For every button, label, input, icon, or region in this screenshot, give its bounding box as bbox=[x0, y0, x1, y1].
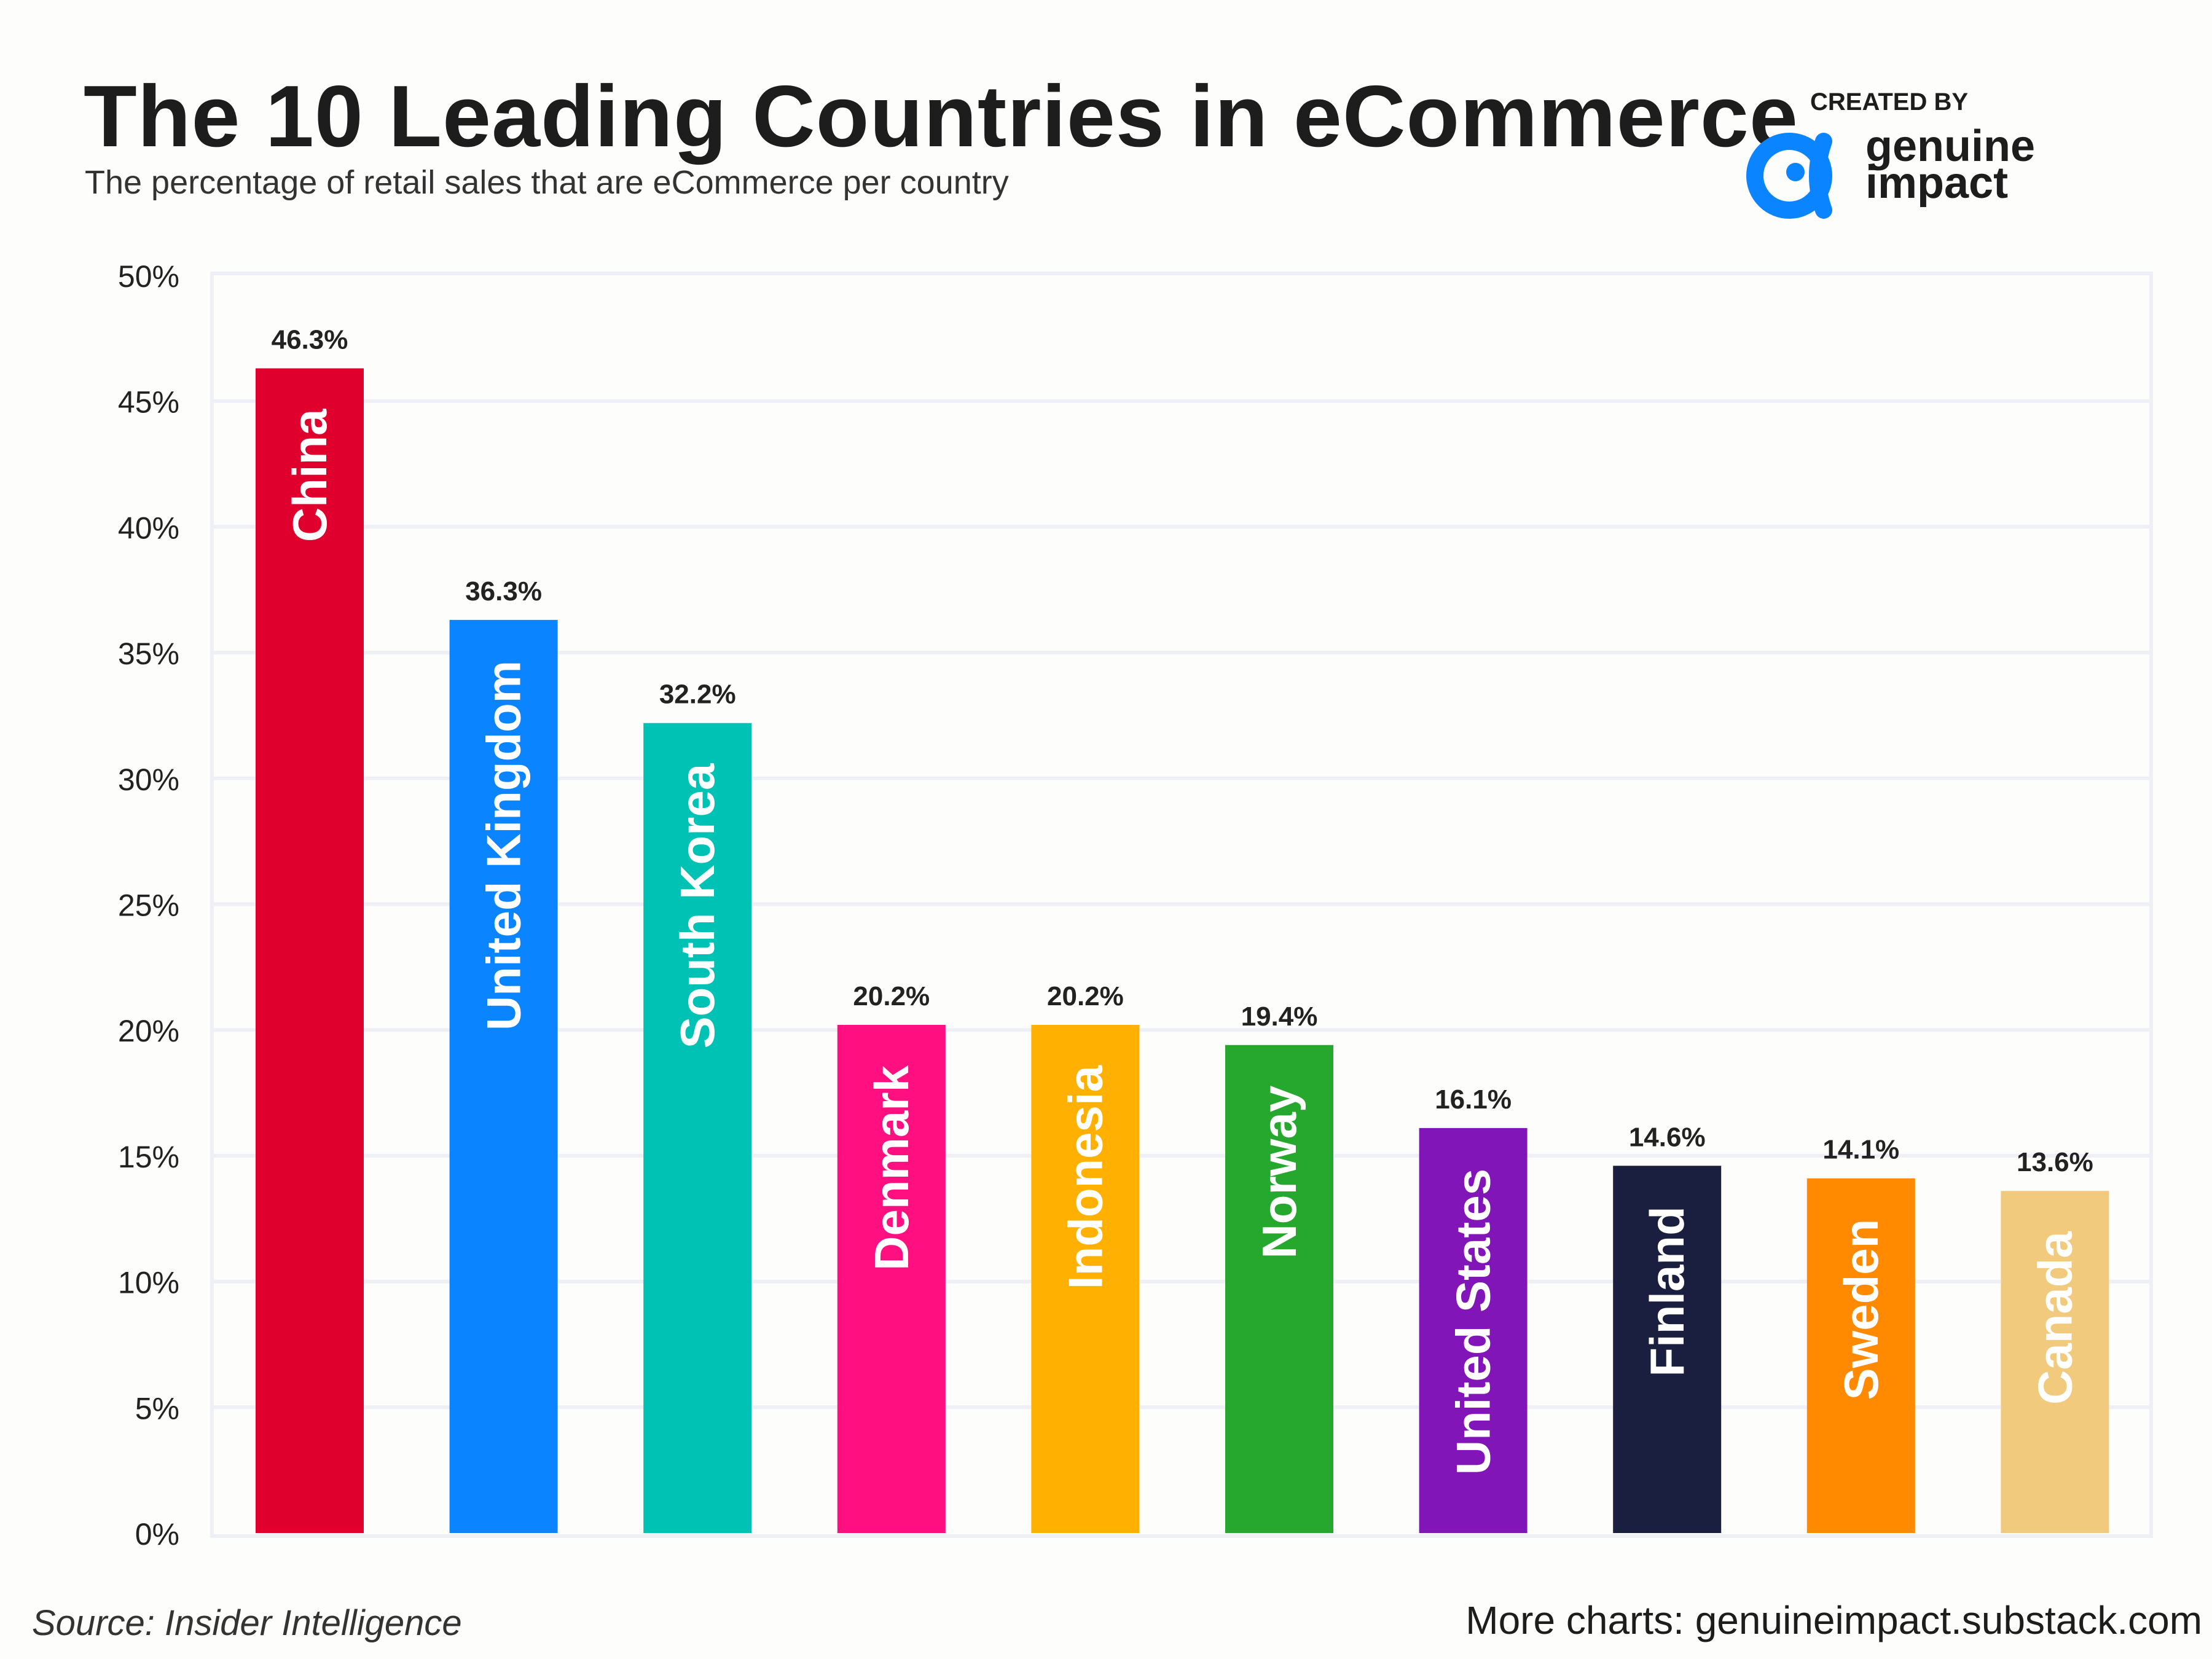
category-label: China bbox=[283, 409, 337, 542]
source-note: Source: Insider Intelligence bbox=[32, 1603, 462, 1643]
category-label: South Korea bbox=[670, 763, 724, 1048]
data-label: 16.1% bbox=[1435, 1084, 1512, 1115]
chart-title: The 10 Leading Countries in eCommerce bbox=[84, 68, 1798, 165]
y-tick-label: 30% bbox=[118, 763, 179, 797]
y-tick-label: 40% bbox=[118, 511, 179, 545]
brand-block: CREATED BY genuine impact bbox=[1745, 85, 2052, 226]
brand-name: genuine impact bbox=[1865, 122, 2036, 208]
brand-created-by: CREATED BY bbox=[1810, 88, 1969, 116]
data-label: 36.3% bbox=[465, 576, 542, 606]
bar bbox=[1806, 1178, 1915, 1533]
data-label: 20.2% bbox=[853, 981, 930, 1011]
more-charts-link[interactable]: More charts: genuineimpact.substack.com bbox=[1465, 1598, 2202, 1642]
y-tick-label: 15% bbox=[118, 1140, 179, 1174]
data-label: 14.1% bbox=[1822, 1135, 1899, 1165]
data-label: 19.4% bbox=[1241, 1002, 1318, 1032]
bar bbox=[449, 619, 558, 1534]
category-label: Indonesia bbox=[1058, 1065, 1112, 1289]
bars bbox=[256, 368, 2109, 1534]
category-label: Denmark bbox=[865, 1065, 919, 1270]
y-tick-label: 45% bbox=[118, 385, 179, 420]
y-tick-label: 35% bbox=[118, 637, 179, 671]
bar bbox=[1225, 1045, 1333, 1533]
data-label: 32.2% bbox=[659, 680, 736, 710]
brand-name-line1: genuine bbox=[1865, 122, 2036, 171]
y-axis: 0% 5% 10% 15% 20% 25% 30% 35% 40% 45% 50% bbox=[118, 259, 179, 1551]
brand-name-line2: impact bbox=[1865, 159, 2009, 208]
bar bbox=[256, 368, 364, 1533]
bar bbox=[643, 723, 752, 1533]
genuine-impact-logo-icon bbox=[1746, 133, 1832, 219]
y-tick-label: 50% bbox=[118, 259, 179, 294]
category-label: Canada bbox=[2028, 1231, 2082, 1405]
category-label: Sweden bbox=[1834, 1219, 1888, 1400]
y-tick-label: 20% bbox=[118, 1014, 179, 1048]
category-label: United Kingdom bbox=[477, 661, 531, 1030]
y-tick-label: 5% bbox=[135, 1391, 179, 1426]
data-label: 14.6% bbox=[1629, 1122, 1706, 1152]
category-labels: China United Kingdom South Korea Denmark Ind… bbox=[283, 409, 2082, 1475]
y-tick-label: 25% bbox=[118, 888, 179, 923]
data-label: 20.2% bbox=[1047, 981, 1124, 1011]
value-labels: 46.3% 36.3% 32.2% 20.2% 20.2% 19.4% 16.1% 14.6%… bbox=[272, 324, 2093, 1177]
y-tick-label: 10% bbox=[118, 1266, 179, 1300]
y-tick-label: 0% bbox=[135, 1517, 179, 1551]
category-label: Finland bbox=[1640, 1206, 1694, 1376]
data-label: 46.3% bbox=[272, 324, 348, 355]
category-label: Norway bbox=[1252, 1086, 1306, 1259]
bar bbox=[1419, 1128, 1528, 1533]
category-label: United States bbox=[1446, 1169, 1500, 1475]
chart-subtitle: The percentage of retail sales that are … bbox=[85, 164, 1009, 201]
bar bbox=[1031, 1025, 1140, 1533]
bar bbox=[837, 1025, 946, 1533]
bar bbox=[2001, 1191, 2109, 1533]
data-label: 13.6% bbox=[2017, 1147, 2093, 1177]
bar bbox=[1613, 1166, 1722, 1533]
